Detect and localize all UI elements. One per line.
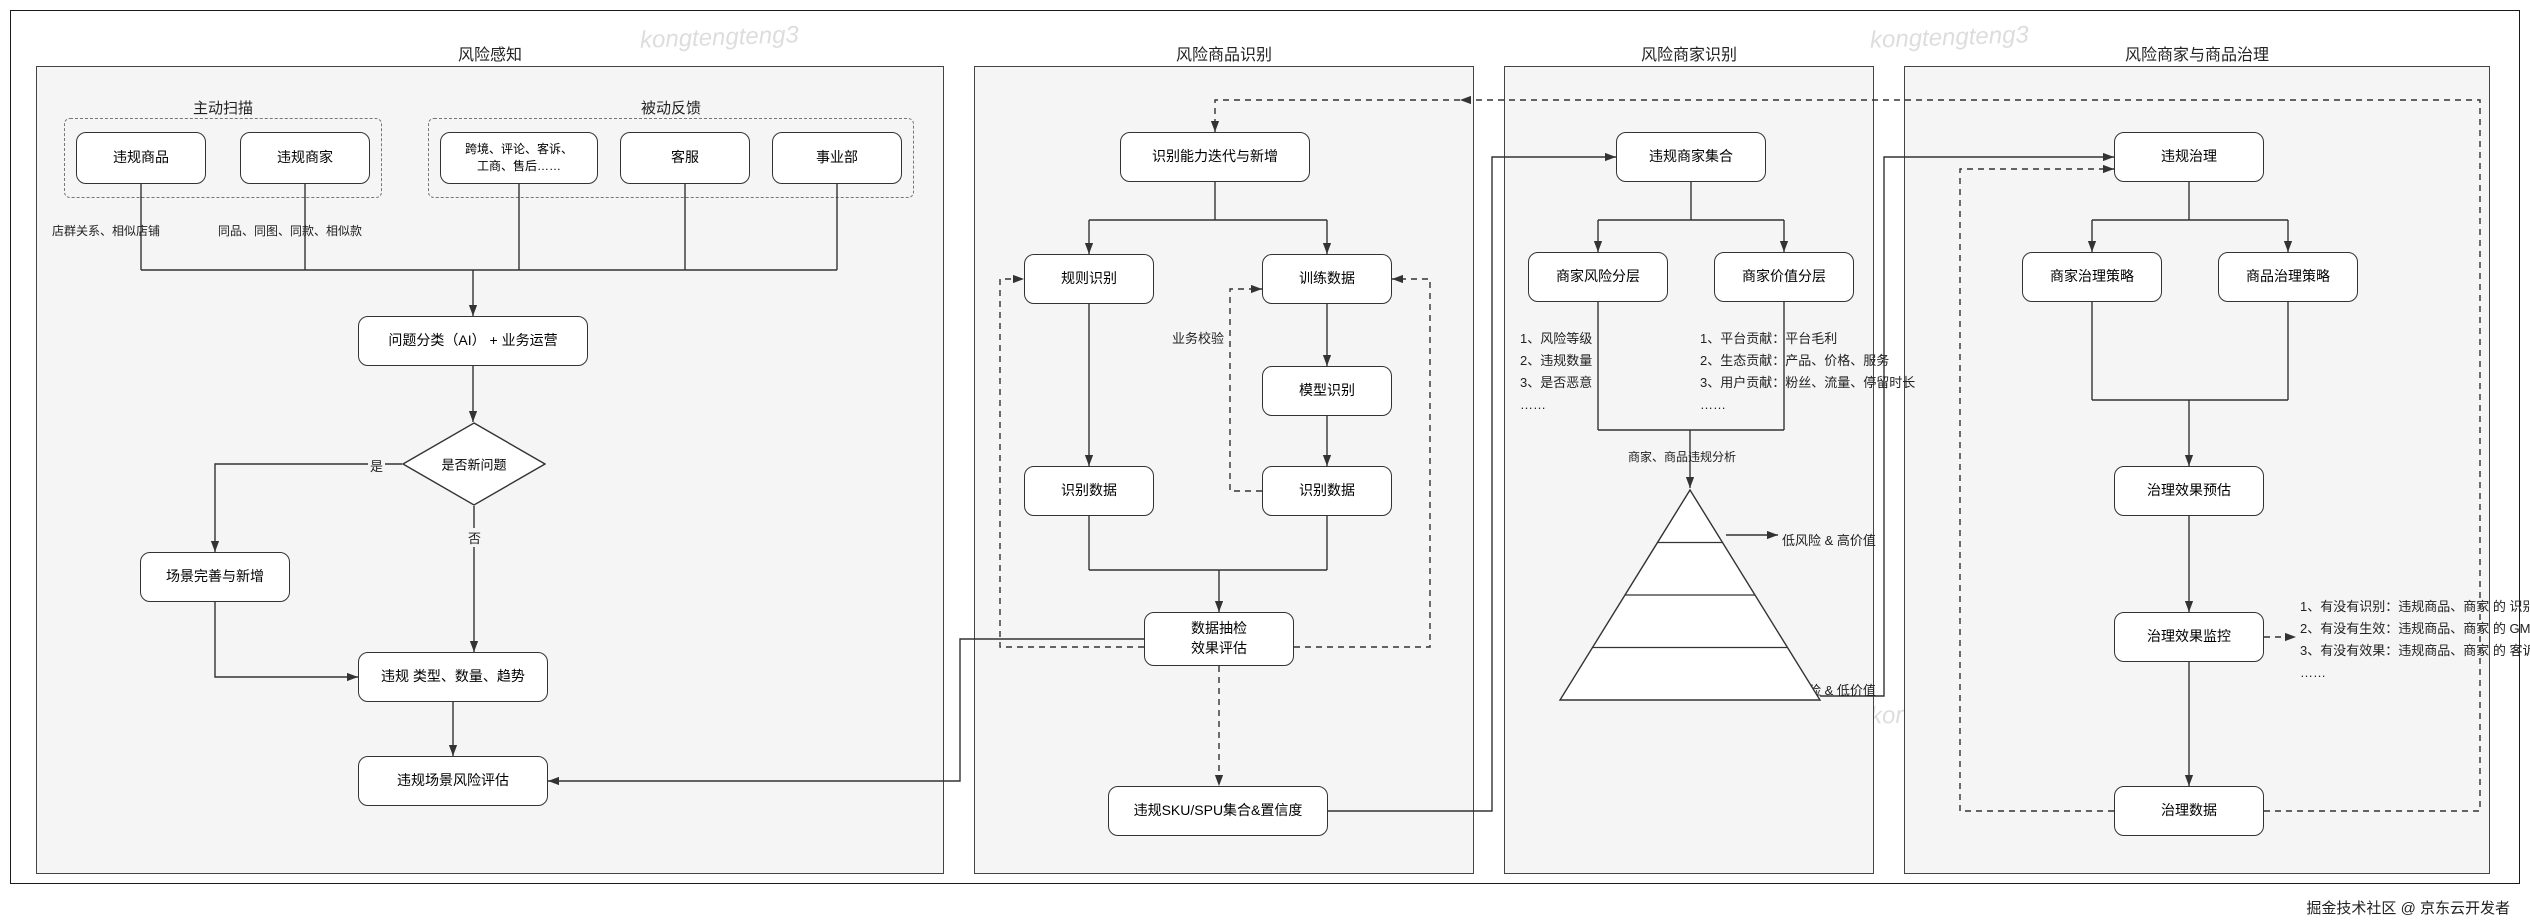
node-recog-data-b: 识别数据 [1262, 466, 1392, 516]
panel-title: 风险商品识别 [975, 41, 1473, 65]
group-title: 被动反馈 [429, 97, 913, 118]
flow-diagram: kongtengteng3 kongtengteng3 kongtengteng… [0, 0, 2530, 924]
node-governance: 违规治理 [2114, 132, 2264, 182]
footer-credit: 掘金技术社区 @ 京东云开发者 [2306, 897, 2510, 918]
label-shop-relation: 店群关系、相似店铺 [52, 222, 160, 239]
node-scene-improve: 场景完善与新增 [140, 552, 290, 602]
pyramid-chart [1558, 488, 1822, 702]
node-value-tier: 商家价值分层 [1714, 252, 1854, 302]
label-analysis: 商家、商品违规分析 [1628, 448, 1736, 465]
label-biz-validate: 业务校验 [1170, 328, 1226, 347]
node-model-recog: 模型识别 [1262, 366, 1392, 416]
label-yes: 是 [368, 456, 385, 475]
node-ai-classify: 问题分类（AI） + 业务运营 [358, 316, 588, 366]
label-no: 否 [466, 528, 483, 547]
annotation-value-tier: 1、平台贡献：平台毛利2、生态贡献：产品、价格、服务3、用户贡献：粉丝、流量、停… [1700, 328, 1915, 416]
node-model-iterate: 识别能力迭代与新增 [1120, 132, 1310, 182]
node-violation-merchant: 违规商家 [240, 132, 370, 184]
node-risk-assess: 违规场景风险评估 [358, 756, 548, 806]
node-merchant-set: 违规商家集合 [1616, 132, 1766, 182]
node-effect-estimate: 治理效果预估 [2114, 466, 2264, 516]
decision-label: 是否新问题 [414, 455, 534, 474]
node-product-strategy: 商品治理策略 [2218, 252, 2358, 302]
node-sku-set: 违规SKU/SPU集合&置信度 [1108, 786, 1328, 836]
node-merchant-strategy: 商家治理策略 [2022, 252, 2162, 302]
node-feedback-sources: 跨境、评论、客诉、工商、售后…… [440, 132, 598, 184]
node-violation-product: 违规商品 [76, 132, 206, 184]
panel-title: 风险感知 [37, 41, 943, 65]
node-business-unit: 事业部 [772, 132, 902, 184]
annotation-risk-tier: 1、风险等级2、违规数量3、是否恶意…… [1520, 328, 1592, 416]
panel-risk-merchant: 风险商家识别 [1504, 66, 1874, 874]
node-customer-service: 客服 [620, 132, 750, 184]
panel-title: 风险商家识别 [1505, 41, 1873, 65]
label-same-product: 同品、同图、同款、相似款 [218, 222, 362, 239]
node-sample-eval: 数据抽检效果评估 [1144, 612, 1294, 666]
decision-new-problem: 是否新问题 [402, 422, 546, 506]
node-effect-monitor: 治理效果监控 [2114, 612, 2264, 662]
node-recog-data-a: 识别数据 [1024, 466, 1154, 516]
node-rule-recog: 规则识别 [1024, 254, 1154, 304]
node-train-data: 训练数据 [1262, 254, 1392, 304]
node-violation-stats: 违规 类型、数量、趋势 [358, 652, 548, 702]
group-title: 主动扫描 [65, 97, 381, 118]
panel-title: 风险商家与商品治理 [1905, 41, 2489, 65]
annotation-monitor: 1、有没有识别：违规商品、商家 的 识别量、处置量2、有没有生效：违规商品、商家… [2300, 596, 2530, 684]
node-risk-tier: 商家风险分层 [1528, 252, 1668, 302]
node-governance-data: 治理数据 [2114, 786, 2264, 836]
